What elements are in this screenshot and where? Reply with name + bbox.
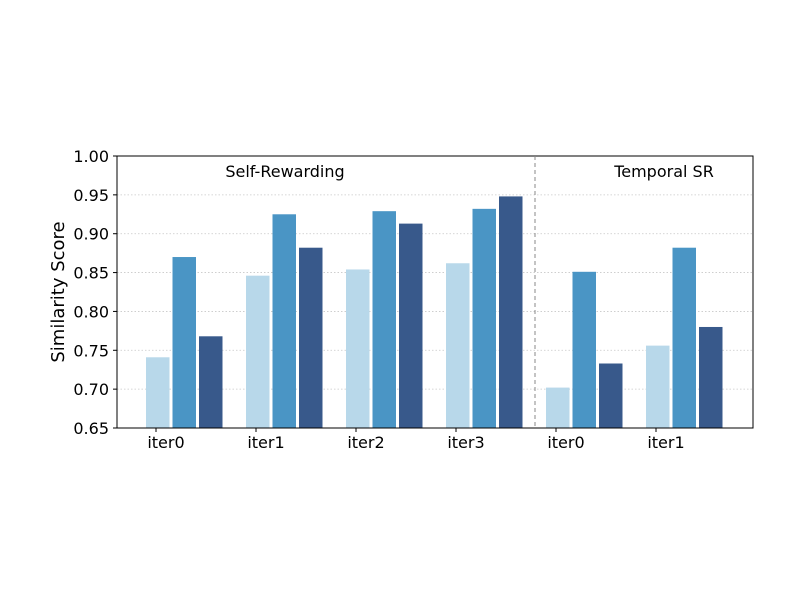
bar [346, 269, 370, 428]
y-tick-label: 0.75 [73, 341, 109, 360]
bar [572, 271, 596, 428]
x-tick-label: iter1 [647, 433, 684, 452]
y-tick-label: 1.00 [73, 147, 109, 166]
plot-frame [116, 155, 754, 429]
y-tick-label: 0.65 [73, 419, 109, 438]
bar [699, 326, 723, 428]
bar [199, 336, 223, 428]
x-tick-label: iter0 [547, 433, 584, 452]
y-tick-label: 0.70 [73, 380, 109, 399]
y-tick-label: 0.85 [73, 264, 109, 283]
y-tick-label: 0.90 [73, 225, 109, 244]
y-tick-label: 0.80 [73, 302, 109, 321]
panel-title-self-rewarding: Self-Rewarding [225, 162, 344, 181]
panel-title-temporal-sr: Temporal SR [613, 162, 714, 181]
bar [246, 275, 270, 428]
y-axis-ticks: 0.65 0.70 0.75 0.80 0.85 0.90 0.95 1.00 [73, 147, 117, 438]
x-axis-ticks: iter0 iter1 iter2 iter3 iter0 iter1 [147, 428, 685, 452]
bar [472, 208, 496, 428]
x-tick-label: iter1 [247, 433, 284, 452]
bar [499, 196, 523, 428]
x-tick-label: iter0 [147, 433, 184, 452]
bar [672, 247, 696, 428]
bar [446, 263, 470, 428]
bar [372, 211, 396, 428]
bar [599, 363, 623, 428]
bar [272, 214, 296, 428]
grid-lines [117, 194, 753, 390]
bar [546, 387, 570, 428]
x-tick-label: iter3 [447, 433, 484, 452]
bar [299, 247, 323, 428]
y-axis-title: Similarity Score [48, 221, 69, 362]
bar [172, 257, 196, 428]
x-tick-label: iter2 [347, 433, 384, 452]
bar [399, 223, 423, 428]
y-tick-label: 0.95 [73, 186, 109, 205]
bars [146, 196, 723, 428]
bar [646, 345, 670, 428]
bar [146, 357, 170, 428]
